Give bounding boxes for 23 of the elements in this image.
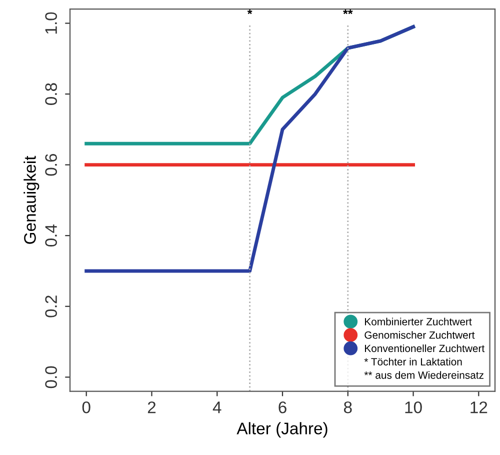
x-tick-label: 4: [212, 402, 222, 414]
legend-label: Genomischer Zuchtwert: [364, 331, 475, 339]
x-tick-label: 8: [344, 401, 352, 414]
legend-label: Kombinierter Zuchtwert: [365, 318, 472, 326]
line-series: [84, 25, 416, 273]
annotation: ** aus dem Wiedereinsatz: [364, 371, 484, 379]
y-tick-label: 1.0: [45, 12, 57, 34]
x-tick-label: 2: [148, 401, 156, 414]
y-tick-label: 0.6: [45, 154, 57, 176]
legend-label: Konventioneller Zuchtwert: [365, 344, 485, 352]
y-tick-label: 0.2: [45, 296, 57, 318]
y-axis-title: Genauigkeit: [24, 156, 40, 244]
ref-line-label: **: [343, 9, 353, 14]
x-tick-label: 12: [470, 401, 488, 414]
x-tick-label: 6: [278, 401, 286, 414]
x-tick-label: 0: [82, 401, 90, 414]
ref-line-label: *: [247, 9, 252, 14]
annotation: * Töchter in Laktation: [364, 358, 462, 366]
y-tick-label: 0.8: [45, 83, 57, 105]
y-tick-label: 0.4: [45, 224, 57, 247]
x-axis-title: Alter (Jahre): [236, 422, 328, 438]
x-tick-label: 10: [405, 401, 422, 414]
y-tick-label: 0.0: [45, 366, 57, 388]
